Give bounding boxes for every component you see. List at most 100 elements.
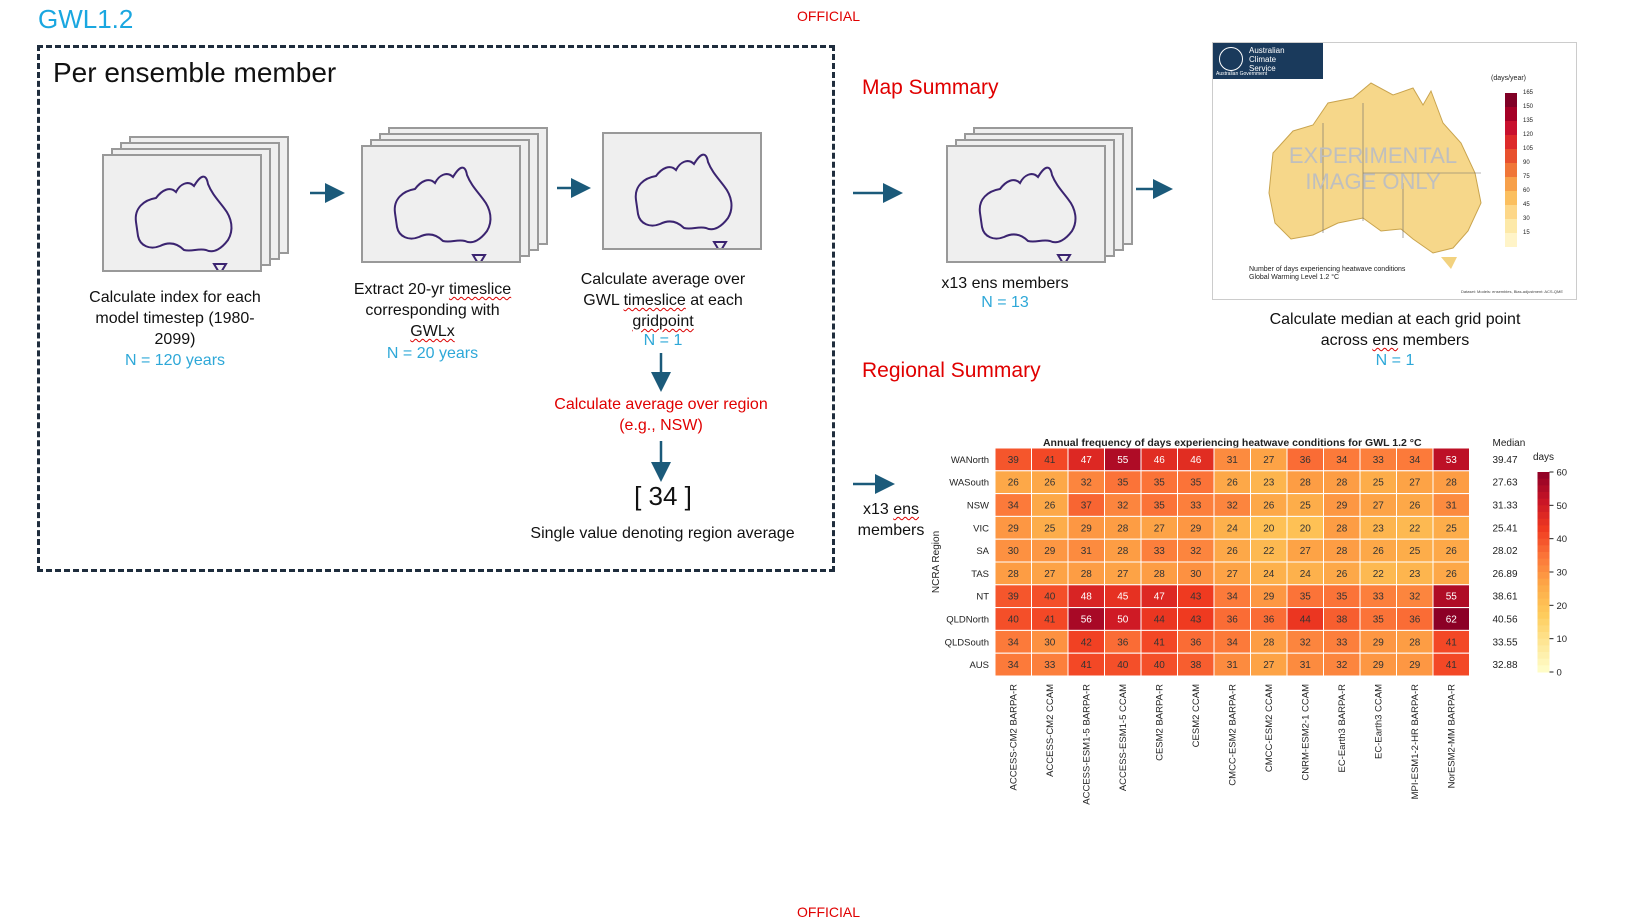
cell-label: 29 [1373,637,1385,648]
step1-line2: model timestep (1980- [95,310,255,327]
median-value: 26.89 [1493,569,1518,580]
cell-label: 28 [1081,569,1093,580]
cell-label: 47 [1081,455,1093,466]
cell-label: 29 [1409,660,1421,671]
row-label: TAS [971,569,989,580]
map-colorbar-band [1505,191,1517,205]
cell-label: 26 [1227,546,1239,557]
colorbar-tick-label: 50 [1557,501,1568,512]
step1-line3: 2099) [154,331,196,348]
cell-label: 27 [1300,546,1312,557]
row-label: AUS [969,660,989,671]
cell-label: 27 [1227,569,1239,580]
cell-label: 26 [1044,478,1056,489]
cell-label: 35 [1154,478,1166,489]
cell-label: 40 [1154,660,1166,671]
watermark-line2: IMAGE ONLY [1305,169,1441,194]
cell-label: 35 [1300,592,1312,603]
cell-label: 28 [1117,523,1129,534]
cell-label: 33 [1373,592,1385,603]
colorbar-band [1537,578,1550,586]
cell-label: 27 [1263,660,1275,671]
map-colorbar-band [1505,219,1517,233]
cell-label: 24 [1263,569,1275,580]
cell-label: 32 [1409,592,1421,603]
y-axis-label: NCRA Region [931,531,942,593]
cell-label: 34 [1008,660,1020,671]
cell-label: 32 [1227,501,1239,512]
australia-outline-icon [134,175,233,276]
cell-label: 36 [1409,615,1421,626]
cell-label: 26 [1227,478,1239,489]
cell-label: 53 [1446,455,1458,466]
median-value: 33.55 [1493,637,1518,648]
colorbar-band [1537,545,1550,553]
map-colorbar-tick: 75 [1523,174,1530,180]
cell-label: 28 [1409,637,1421,648]
colorbar-band [1537,538,1550,546]
cell-label: 26 [1373,546,1385,557]
step2-n: N = 20 years [386,345,479,362]
median-value: 38.61 [1493,592,1518,603]
cell-label: 24 [1227,523,1239,534]
heatmap-cell [1432,652,1470,677]
row-label: WANorth [951,455,989,466]
cell-label: 42 [1081,637,1093,648]
step3-text: Calculate average over GWL timeslice at … [553,269,773,332]
cell-label: 43 [1190,592,1202,603]
colorbar-band [1537,498,1550,506]
map-colorbar-tick: 45 [1523,202,1530,208]
map-unit: (days/year) [1491,75,1527,82]
slide-card [946,145,1106,267]
map-colorbar-band [1505,163,1517,177]
cell-label: 22 [1409,523,1421,534]
cell-label: 33 [1154,546,1166,557]
median-line1: Calculate median at each grid point [1269,311,1521,328]
column-label: CESM2 CCAM [1191,684,1202,747]
cell-label: 38 [1336,615,1348,626]
column-label: ACCESS-CM2 BARPA-R [1008,684,1019,791]
cell-label: 55 [1446,592,1458,603]
column-label: EC-Earth3 CCAM [1373,684,1384,759]
row-label: NT [976,592,989,603]
regional-ens-line2: members [857,522,925,539]
median-line2a: across [1320,332,1373,349]
colorbar-band [1537,645,1550,653]
map-colorbar-band [1505,93,1517,107]
median-map-image: Australian Climate Service Australian Go… [1212,42,1577,300]
colorbar-band [1537,632,1550,640]
column-label: CMCC-ESM2 CCAM [1264,684,1275,772]
slide-card [361,145,521,267]
column-label: CMCC-ESM2 BARPA-R [1227,684,1238,786]
row-label: VIC [973,523,989,534]
step3-line1: Calculate average over [580,271,746,288]
cell-label: 32 [1190,546,1202,557]
column-label: MPI-ESM1-2-HR BARPA-R [1410,684,1421,800]
cell-label: 31 [1081,546,1093,557]
cell-label: 35 [1336,592,1348,603]
step2-line3: GWLx [410,323,455,340]
single-value: [ 34 ] [634,481,692,511]
row-label: WASouth [949,478,989,489]
row-label: SA [976,546,989,557]
cell-label: 32 [1117,501,1129,512]
cell-label: 28 [1263,637,1275,648]
colorbar-band [1537,492,1550,500]
chart-title: Annual frequency of days experiencing he… [1043,437,1422,449]
step2-line1: Extract 20-yr [353,281,449,298]
cell-label: 25 [1044,523,1056,534]
row-label: NSW [967,501,989,512]
cell-label: 26 [1044,501,1056,512]
watermark-line1: EXPERIMENTAL [1288,143,1458,168]
colorbar-band [1537,518,1550,526]
cell-label: 56 [1081,615,1093,626]
cell-label: 28 [1154,569,1166,580]
column-label: CNRM-ESM2-1 CCAM [1300,684,1311,781]
row-label: QLDSouth [945,637,989,648]
median-value: 27.63 [1493,478,1518,489]
region-average-text: Calculate average over region (e.g., NSW… [530,394,792,436]
cell-label: 47 [1154,592,1166,603]
cell-label: 34 [1409,455,1421,466]
colorbar-label: days [1533,452,1554,463]
colorbar-band [1537,598,1550,606]
